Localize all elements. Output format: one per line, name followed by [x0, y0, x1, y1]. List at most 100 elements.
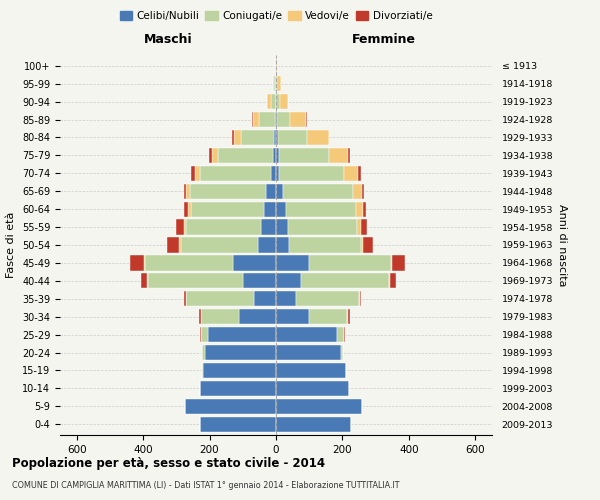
Bar: [243, 273, 276, 288]
Bar: [276, 291, 296, 306]
Bar: [276, 327, 337, 342]
Bar: [265, 202, 276, 217]
Bar: [199, 309, 200, 324]
Bar: [209, 148, 212, 163]
Bar: [329, 148, 349, 163]
Bar: [271, 166, 276, 181]
Text: Maschi: Maschi: [143, 33, 193, 46]
Bar: [201, 327, 208, 342]
Bar: [353, 184, 362, 199]
Bar: [358, 220, 361, 234]
Bar: [212, 148, 218, 163]
Bar: [200, 327, 201, 342]
Bar: [185, 398, 276, 414]
Bar: [276, 345, 341, 360]
Bar: [289, 238, 361, 252]
Bar: [280, 166, 344, 181]
Legend: Celibi/Nubili, Coniugati/e, Vedovi/e, Divorziati/e: Celibi/Nubili, Coniugati/e, Vedovi/e, Di…: [115, 7, 437, 26]
Bar: [276, 184, 283, 199]
Bar: [259, 112, 275, 127]
Bar: [276, 202, 286, 217]
Bar: [392, 256, 405, 270]
Bar: [277, 112, 290, 127]
Bar: [363, 202, 367, 217]
Bar: [278, 130, 307, 145]
Bar: [272, 76, 274, 92]
Bar: [191, 202, 265, 217]
Bar: [181, 238, 258, 252]
Bar: [307, 130, 329, 145]
Bar: [309, 256, 391, 270]
Bar: [200, 416, 276, 432]
Bar: [344, 166, 358, 181]
Bar: [188, 202, 191, 217]
Bar: [296, 291, 359, 306]
Bar: [202, 345, 205, 360]
Bar: [275, 112, 276, 127]
Bar: [179, 238, 181, 252]
Bar: [232, 130, 234, 145]
Bar: [276, 309, 309, 324]
Bar: [341, 345, 343, 360]
Bar: [389, 273, 390, 288]
Bar: [271, 94, 275, 109]
Bar: [362, 184, 364, 199]
Bar: [176, 220, 184, 234]
Bar: [277, 94, 280, 109]
Bar: [361, 220, 367, 234]
Bar: [276, 220, 287, 234]
Bar: [272, 148, 276, 163]
Y-axis label: Fasce di età: Fasce di età: [7, 212, 16, 278]
Bar: [277, 76, 281, 92]
Bar: [337, 327, 344, 342]
Bar: [268, 94, 271, 109]
Bar: [203, 363, 276, 378]
Bar: [184, 291, 185, 306]
Bar: [186, 184, 190, 199]
Bar: [309, 309, 347, 324]
Bar: [274, 130, 276, 145]
Bar: [200, 381, 276, 396]
Bar: [344, 327, 345, 342]
Bar: [185, 291, 186, 306]
Bar: [276, 130, 278, 145]
Bar: [349, 148, 350, 163]
Bar: [144, 256, 145, 270]
Bar: [356, 202, 363, 217]
Bar: [261, 220, 276, 234]
Bar: [391, 256, 392, 270]
Bar: [360, 291, 361, 306]
Bar: [218, 148, 272, 163]
Bar: [276, 273, 301, 288]
Bar: [276, 256, 309, 270]
Bar: [190, 184, 266, 199]
Bar: [276, 398, 362, 414]
Bar: [241, 130, 274, 145]
Bar: [358, 166, 361, 181]
Bar: [130, 256, 144, 270]
Bar: [208, 327, 276, 342]
Bar: [364, 238, 373, 252]
Bar: [276, 148, 278, 163]
Bar: [276, 166, 280, 181]
Bar: [233, 256, 276, 270]
Bar: [290, 112, 306, 127]
Y-axis label: Anni di nascita: Anni di nascita: [557, 204, 567, 286]
Bar: [186, 291, 254, 306]
Bar: [201, 309, 239, 324]
Bar: [348, 309, 350, 324]
Bar: [239, 309, 276, 324]
Bar: [286, 202, 356, 217]
Bar: [266, 184, 276, 199]
Bar: [274, 76, 276, 92]
Bar: [347, 309, 348, 324]
Bar: [359, 291, 360, 306]
Bar: [276, 381, 349, 396]
Bar: [287, 220, 358, 234]
Bar: [390, 273, 396, 288]
Bar: [148, 273, 243, 288]
Bar: [200, 166, 271, 181]
Text: Popolazione per età, sesso e stato civile - 2014: Popolazione per età, sesso e stato civil…: [12, 458, 325, 470]
Bar: [278, 148, 329, 163]
Bar: [205, 345, 276, 360]
